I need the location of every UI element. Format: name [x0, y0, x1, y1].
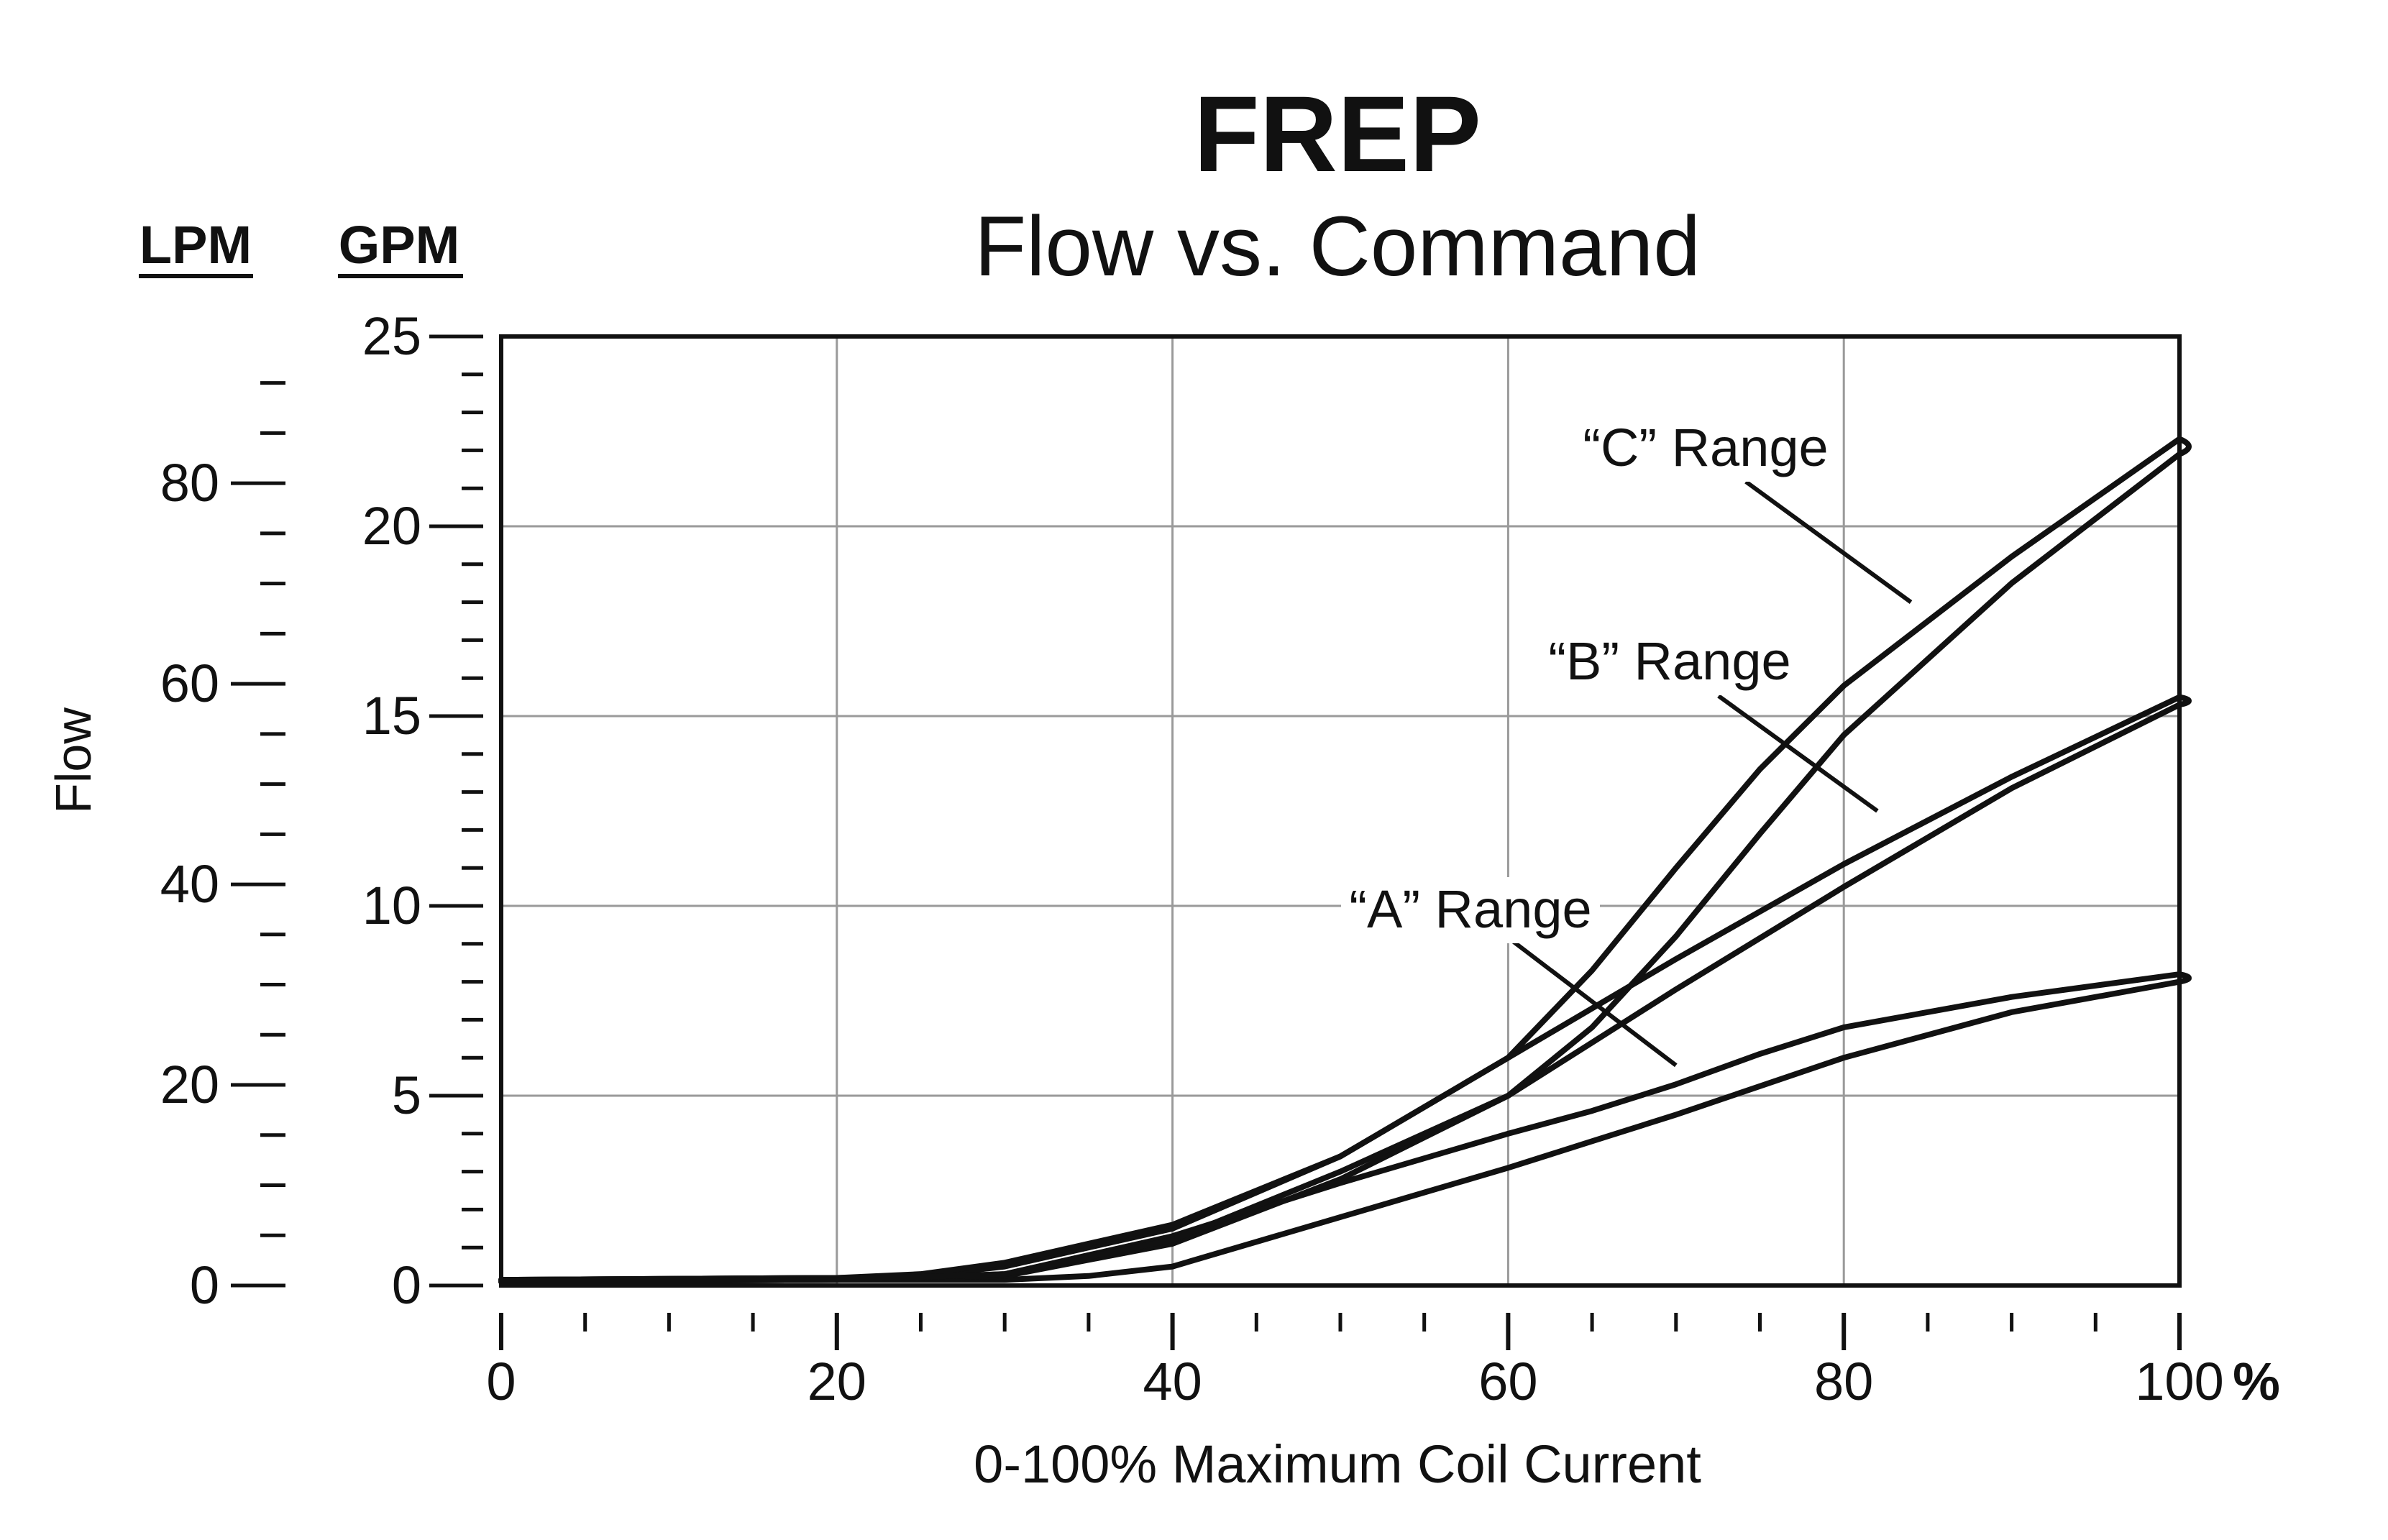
y-axis-label: Flow — [45, 707, 101, 814]
x-tick-label: 40 — [1143, 1352, 1202, 1411]
series-line-b-range-lower — [498, 702, 2182, 1285]
gpm-tick-label: 0 — [392, 1255, 421, 1315]
x-tick-label: 0 — [486, 1352, 516, 1411]
gpm-tick-label: 10 — [362, 876, 421, 935]
series-a-range — [498, 971, 2192, 1285]
lpm-tick-label: 0 — [190, 1255, 219, 1315]
gpm-tick-label: 15 — [362, 686, 421, 746]
chart-subtitle: Flow vs. Command — [974, 199, 1701, 294]
x-axis: 0 20 40 60 80 100 — [486, 1313, 2224, 1411]
chart-title: FREP — [1194, 73, 1481, 194]
series-loop-cap-b-range — [2177, 694, 2192, 708]
lpm-tick-label: 80 — [160, 453, 219, 513]
plot-frame — [499, 334, 2182, 1288]
gridlines — [501, 336, 2179, 1285]
series-line-b-range-upper — [498, 694, 2182, 1283]
series-line-a-range-lower — [498, 978, 2182, 1285]
annotation-leader-b-range — [1717, 694, 1879, 813]
series-loop-cap-a-range — [2177, 971, 2192, 985]
x-tick-label: 100 — [2135, 1352, 2223, 1411]
annotation-leader-a-range — [1512, 940, 1678, 1068]
lpm-tick-label: 20 — [160, 1055, 219, 1114]
annotation-label-b-range: “B” Range — [1548, 631, 1790, 691]
annotation-label-bg-c-range — [1576, 416, 1835, 482]
annotation-leader-c-range — [1744, 480, 1913, 605]
series-layer — [498, 436, 2192, 1285]
series-line-a-range-upper — [498, 971, 2182, 1283]
lpm-tick-label: 40 — [160, 854, 219, 914]
lpm-unit-label: LPM — [139, 215, 252, 275]
annotation-label-a-range: “A” Range — [1349, 879, 1591, 939]
series-loop-cap-c-range — [2177, 436, 2192, 457]
annotation-label-c-range: “C” Range — [1583, 418, 1828, 477]
x-tick-label: 20 — [808, 1352, 866, 1411]
x-unit-label: % — [2233, 1352, 2280, 1411]
lpm-axis: 0 20 40 60 80 — [160, 381, 285, 1315]
series-line-c-range-lower — [498, 451, 2182, 1285]
x-tick-label: 80 — [1814, 1352, 1873, 1411]
gpm-axis: 0 5 10 15 20 25 — [362, 306, 483, 1315]
x-axis-label: 0-100% Maximum Coil Current — [974, 1434, 1701, 1494]
series-c-range — [498, 436, 2192, 1285]
lpm-tick-label: 60 — [160, 654, 219, 713]
gpm-tick-label: 5 — [392, 1065, 421, 1125]
annotation-layer: “C” Range “B” Range “A” Range — [1341, 416, 1913, 1068]
gpm-tick-label: 20 — [362, 496, 421, 556]
gpm-tick-label: 25 — [362, 306, 421, 366]
annotation-label-bg-b-range — [1540, 629, 1799, 695]
x-tick-label: 60 — [1478, 1352, 1537, 1411]
series-line-c-range-upper — [498, 436, 2182, 1283]
series-b-range — [498, 694, 2192, 1285]
gpm-unit-label: GPM — [339, 215, 460, 275]
annotation-label-bg-a-range — [1341, 877, 1600, 943]
